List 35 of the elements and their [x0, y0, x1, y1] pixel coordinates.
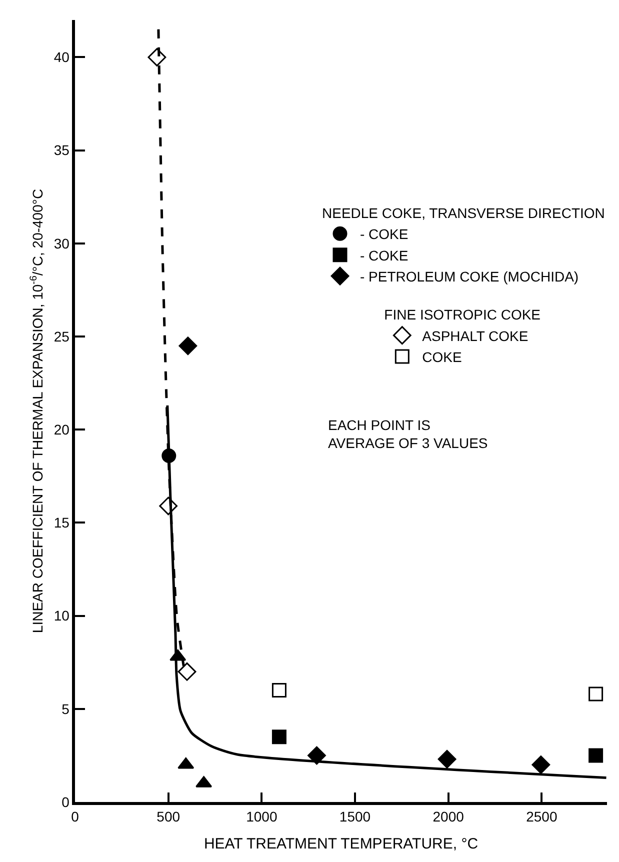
- point: [532, 756, 550, 774]
- legend-label: - PETROLEUM COKE (MOCHIDA): [360, 268, 579, 285]
- legend-label: - COKE: [360, 226, 408, 242]
- y-tick-label: 25: [54, 328, 70, 344]
- point: [178, 662, 196, 681]
- point: [162, 448, 176, 463]
- annotation: EACH POINT IS AVERAGE OF 3 VALUES: [328, 417, 488, 452]
- y-tick-label: 20: [54, 422, 70, 438]
- legend-label: ASPHALT COKE: [422, 328, 528, 344]
- x-tick-label: 2000: [432, 808, 464, 825]
- x-tick-label: 1000: [246, 808, 278, 825]
- legend-label: COKE: [422, 348, 462, 365]
- y-tick-label: 10: [54, 608, 70, 624]
- point: [148, 48, 166, 66]
- text: NEEDLE COKE, TRANSVERSE DIRECTION: [322, 205, 605, 222]
- point: [272, 683, 286, 698]
- point: [272, 730, 286, 744]
- point: [159, 496, 178, 516]
- y-tick-label: 0: [62, 794, 70, 810]
- point: [588, 686, 604, 702]
- x-tick-label: 1500: [339, 808, 371, 825]
- point: [588, 748, 604, 763]
- y-tick-label: 40: [54, 49, 70, 66]
- y-tick-label: 35: [54, 142, 70, 158]
- point: [308, 746, 326, 765]
- text: FINE ISOTROPIC COKE: [384, 306, 541, 323]
- y-tick-label: 30: [54, 235, 70, 252]
- point: [178, 336, 198, 356]
- x-axis-title: HEAT TREATMENT TEMPERATURE, °C: [204, 836, 478, 853]
- y-tick-label: 5: [62, 700, 70, 717]
- point: [438, 750, 456, 768]
- x-tick-label: 500: [156, 808, 180, 825]
- y-tick-label: 15: [54, 514, 70, 531]
- legend-label: - COKE: [360, 247, 408, 264]
- x-tick-label: 2500: [526, 808, 558, 825]
